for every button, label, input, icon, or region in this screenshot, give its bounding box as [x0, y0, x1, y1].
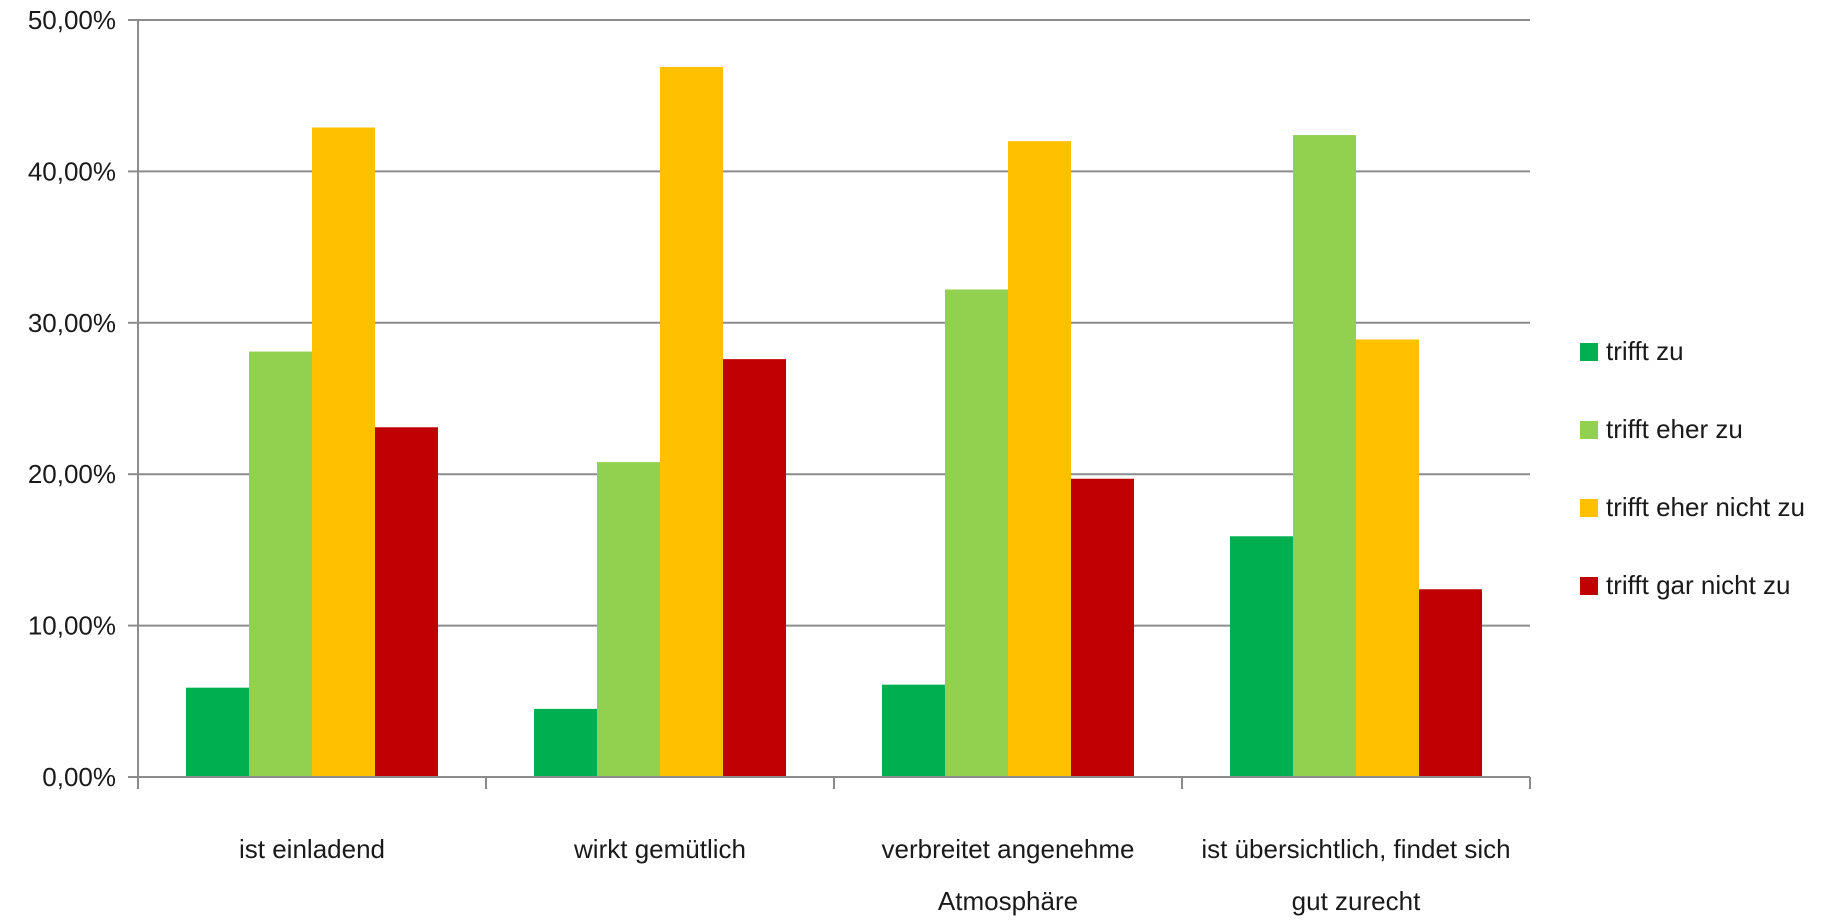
x-tick-label: ist übersichtlich, findet sich — [1201, 834, 1510, 864]
bars — [186, 66, 1482, 778]
y-tick-label: 0,00% — [42, 762, 116, 792]
legend-swatch — [1580, 499, 1598, 517]
bar — [249, 351, 312, 777]
x-tick-label: Atmosphäre — [938, 886, 1078, 916]
bar — [1293, 135, 1356, 778]
legend-label: trifft gar nicht zu — [1606, 570, 1791, 600]
bar — [882, 684, 945, 777]
x-axis-ticks: ist einladend wirkt gemütlich verbreitet a… — [239, 834, 1511, 916]
x-tick-label: ist einladend — [239, 834, 385, 864]
bar — [597, 462, 660, 777]
bar — [945, 289, 1008, 777]
y-tick-label: 50,00% — [28, 5, 116, 35]
bar — [1419, 589, 1482, 777]
x-tick-label: wirkt gemütlich — [573, 834, 746, 864]
y-tick-label: 10,00% — [28, 611, 116, 641]
bar — [375, 427, 438, 777]
bar — [1356, 339, 1419, 777]
bar — [1230, 536, 1293, 777]
bar — [1071, 478, 1134, 777]
y-axis-ticks: 0,00% 10,00% 20,00% 30,00% 40,00% 50,00% — [28, 5, 116, 792]
legend-swatch — [1580, 577, 1598, 595]
y-tick-label: 40,00% — [28, 156, 116, 186]
bar — [723, 359, 786, 777]
x-tick-label: verbreitet angenehme — [882, 834, 1135, 864]
bar — [186, 687, 249, 777]
legend-label: trifft eher nicht zu — [1606, 492, 1805, 522]
legend-swatch — [1580, 421, 1598, 439]
y-tick-label: 20,00% — [28, 459, 116, 489]
legend: trifft zu trifft eher zu trifft eher nicht… — [1580, 336, 1805, 600]
y-tick-label: 30,00% — [28, 308, 116, 338]
legend-swatch — [1580, 343, 1598, 361]
bar — [312, 127, 375, 777]
bar — [660, 66, 723, 777]
legend-label: trifft eher zu — [1606, 414, 1743, 444]
x-tick-label: gut zurecht — [1292, 886, 1421, 916]
bar — [534, 708, 597, 777]
bar — [1008, 141, 1071, 777]
legend-label: trifft zu — [1606, 336, 1684, 366]
axes — [128, 19, 1531, 789]
